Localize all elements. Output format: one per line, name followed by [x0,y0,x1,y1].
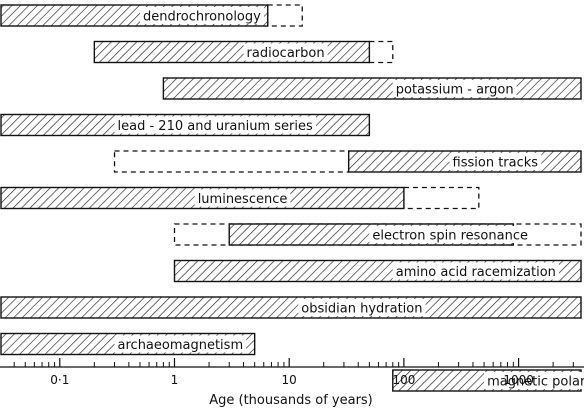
method-bars: dendrochronology radiocarbon potassium - a… [0,4,584,392]
label-background-radiocarbon [243,43,328,61]
label-background-lead-210-and-uranium-series [114,116,317,134]
method-label-radiocarbon: radiocarbon [247,46,325,61]
tick-label: 0·1 [50,373,69,387]
tick-label: 10 [282,373,297,387]
method-label-potassium-argon: potassium - argon [396,83,514,98]
extension-range-luminescence [403,186,480,210]
method-row-luminescence: luminescence [0,186,480,210]
method-row-potassium-argon: potassium - argon [162,77,582,100]
method-label-electron-spin-resonance: electron spin resonance [372,229,528,244]
label-background-obsidian-hydration [298,299,426,316]
label-background-magnetic-polarity [484,372,584,389]
method-row-fission-tracks: fission tracks [113,150,582,173]
method-row-dendrochronology: dendrochronology [0,4,303,27]
x-axis-title: Age (thousands of years) [209,393,373,408]
established-range-obsidian-hydration [0,296,582,319]
method-row-electron-spin-resonance: electron spin resonance [173,223,582,246]
label-background-dendrochronology [139,7,265,24]
method-row-amino-acid-racemization: amino acid racemization [173,259,582,283]
label-background-archaeomagnetism [114,335,247,353]
method-row-lead-210-and-uranium-series: lead - 210 and uranium series [0,113,371,137]
method-label-magnetic-polarity: magnetic polarity [487,375,584,390]
x-axis-ticks: 0·1 1 10 100 1000 [13,358,574,387]
tick-label: 1000 [503,373,534,387]
method-label-amino-acid-racemization: amino acid racemization [396,265,556,280]
label-background-electron-spin-resonance [369,226,531,243]
extension-range-fission-tracks [113,150,350,173]
method-row-radiocarbon: radiocarbon [93,40,394,64]
method-row-magnetic-polarity: magnetic polarity [392,369,584,392]
label-background-luminescence [194,189,291,207]
label-background-fission-tracks [449,153,542,170]
extension-range-radiocarbon [368,40,394,64]
method-label-lead-210-and-uranium-series: lead - 210 and uranium series [118,119,313,134]
tick-label: 100 [392,373,415,387]
label-background-potassium-argon [392,80,517,97]
tick-label: 1 [171,373,179,387]
method-label-dendrochronology: dendrochronology [143,10,261,25]
extension-range-dendrochronology [267,4,303,27]
established-range-potassium-argon [162,77,582,100]
method-label-fission-tracks: fission tracks [453,156,539,171]
method-row-archaeomagnetism: archaeomagnetism [0,332,256,356]
method-label-archaeomagnetism: archaeomagnetism [118,338,244,353]
method-label-obsidian-hydration: obsidian hydration [301,302,422,317]
method-row-obsidian-hydration: obsidian hydration [0,296,582,319]
established-range-radiocarbon [93,40,371,64]
x-axis: 0·1 1 10 100 1000 Age (thousands of years) [0,358,584,408]
method-label-luminescence: luminescence [198,192,288,207]
label-background-amino-acid-racemization [392,262,559,280]
